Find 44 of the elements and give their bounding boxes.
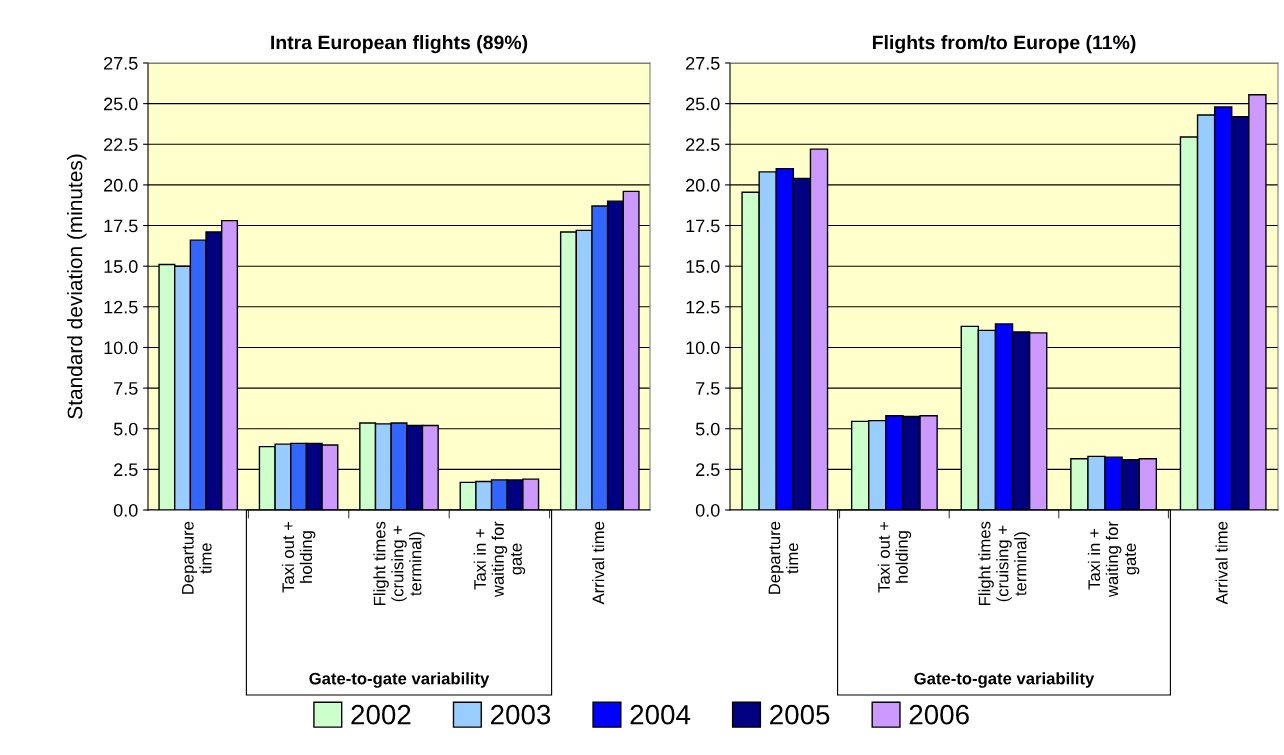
y-tick-label: 5.0 (695, 422, 720, 436)
y-tick-label: 12.5 (104, 300, 138, 314)
y-tick-label: 10.0 (104, 341, 138, 355)
x-tick-label: Arrival time (592, 521, 605, 605)
x-tick-label: Flight times (cruising + terminal) (373, 521, 425, 605)
text: Gate-to-gate variability (914, 672, 1095, 688)
y-tick-label: 12.5 (686, 300, 720, 314)
legend-label: 2004 (630, 704, 691, 725)
y-tick-label: 0.0 (695, 503, 720, 517)
x-tick-label: Arrival time (1215, 521, 1228, 605)
y-tick-label: 7.5 (696, 382, 720, 395)
x-tick-label: Taxi in + waiting for gate (1087, 521, 1140, 598)
y-tick-label: 7.5 (114, 382, 138, 395)
y-tick-label: 25.0 (686, 97, 720, 111)
y-tick-label: 22.5 (686, 138, 720, 151)
y-tick-label: 17.5 (104, 219, 138, 233)
x-tick-label: Departure time (768, 521, 799, 594)
y-tick-label: 27.5 (104, 56, 138, 70)
chart-title: Intra European flights (89%) (271, 35, 528, 54)
y-tick-label: 5.0 (113, 422, 138, 436)
y-tick-label: 15.0 (104, 260, 138, 273)
y-tick-label: 17.5 (686, 219, 720, 233)
y-tick-label: 10.0 (686, 341, 720, 355)
chart-title: Flights from/to Europe (11%) (872, 35, 1136, 54)
legend-label: 2002 (351, 704, 411, 725)
y-tick-label: 20.0 (104, 178, 138, 192)
y-tick-label: 22.5 (104, 138, 138, 151)
legend-label: 2006 (909, 704, 969, 725)
y-tick-label: 2.5 (114, 463, 138, 477)
x-tick-label: Taxi out + holding (281, 521, 316, 593)
legend-label: 2003 (490, 704, 551, 725)
y-tick-label: 27.5 (686, 56, 720, 70)
text: Gate-to-gate variability (309, 672, 490, 688)
x-tick-label: Departure time (182, 521, 212, 594)
x-tick-label: Flight times (cruising + terminal) (978, 521, 1030, 605)
y-tick-label: 2.5 (696, 463, 720, 477)
y-tick-label: 20.0 (686, 178, 720, 192)
y-tick-label: 25.0 (104, 97, 138, 111)
y-axis-title: Standard deviation (minutes) (67, 154, 87, 419)
x-tick-label: Taxi out + holding (877, 521, 912, 593)
legend-label: 2005 (770, 704, 830, 725)
y-tick-label: 0.0 (113, 503, 138, 517)
y-tick-label: 15.0 (686, 260, 720, 273)
x-tick-label: Taxi in + waiting for gate (473, 521, 526, 598)
